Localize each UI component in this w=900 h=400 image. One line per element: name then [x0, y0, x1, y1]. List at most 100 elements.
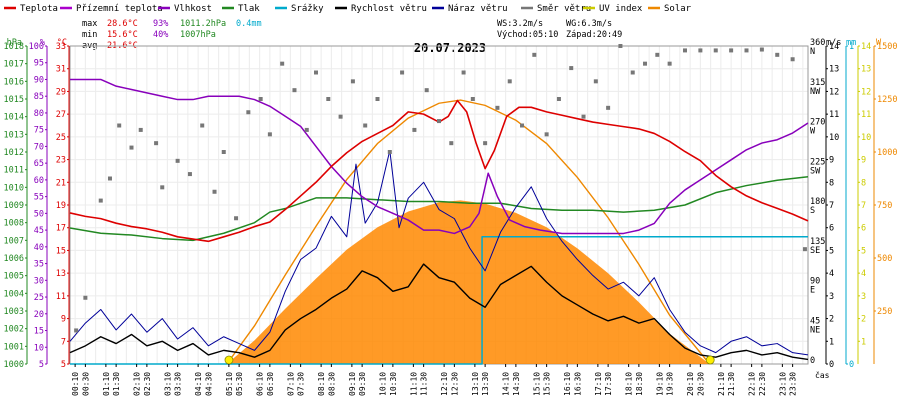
- wind-direction-point: [350, 79, 355, 84]
- tick-label: 15: [34, 327, 44, 337]
- wind-direction-point: [326, 97, 331, 101]
- tick-label: 100: [29, 42, 44, 52]
- tick-label: 5: [39, 360, 44, 370]
- wind-direction-point: [759, 47, 764, 52]
- tick-label: 25: [34, 293, 44, 303]
- wind-direction-point: [412, 127, 417, 132]
- x-tick-label: 15:10: [532, 372, 541, 396]
- x-tick-label: 17:30: [604, 372, 613, 396]
- x-tick-label: 00:10: [71, 372, 80, 396]
- axis-percent-unit: %: [40, 38, 45, 48]
- legend-label: Náraz větru: [448, 4, 508, 14]
- tick-label: N: [810, 47, 815, 57]
- tick-label: S: [810, 206, 815, 216]
- tick-label: SE: [810, 246, 820, 256]
- wind-direction-point: [581, 114, 586, 119]
- tick-label: W: [810, 127, 816, 137]
- tick-label: 65: [34, 159, 44, 169]
- wind-direction-point: [129, 145, 134, 150]
- tick-label: 0: [829, 360, 834, 370]
- x-tick-label: 01:10: [102, 372, 111, 396]
- wind-direction-point: [713, 48, 718, 53]
- tick-label: 4: [829, 269, 834, 279]
- wind-direction-point: [400, 70, 405, 75]
- tick-label: 13: [829, 65, 839, 75]
- legend-label: Rychlost větru: [351, 4, 427, 14]
- wind-direction-point: [138, 127, 143, 132]
- legend: Teplota Přízemní teplota Vlhkost Tlak Srážky…: [4, 4, 692, 14]
- legend-label: Směr větru: [537, 4, 591, 14]
- x-tick-label: 18:30: [635, 372, 644, 396]
- wind-direction-point: [246, 110, 251, 115]
- tick-label: 2: [829, 315, 834, 325]
- wind-direction-point: [258, 97, 263, 101]
- wind-direction-point: [729, 48, 734, 53]
- wind-direction-point: [449, 141, 454, 146]
- axis-celsius-unit: °C: [57, 38, 67, 48]
- tick-label: 9: [61, 315, 66, 325]
- tick-label: 12: [861, 87, 871, 97]
- stat-wind-speed: WS:3.2m/s: [497, 19, 543, 29]
- wind-direction-point: [630, 70, 635, 75]
- tick-label: 5: [829, 246, 834, 256]
- chart-title: 20.07.2023: [414, 41, 486, 55]
- tick-label: 33: [56, 42, 66, 52]
- wind-direction-point: [461, 70, 466, 75]
- tick-label: 1007: [4, 236, 24, 246]
- tick-label: 13: [56, 269, 66, 279]
- x-tick-label: 12:30: [450, 372, 459, 396]
- wind-direction-point: [200, 123, 205, 128]
- series-wind-speed-line: [69, 263, 809, 361]
- x-tick-label: 02:30: [143, 372, 152, 396]
- tick-label: 1000: [4, 360, 24, 370]
- tick-label: 75: [34, 126, 44, 136]
- stat-max-humidity: 93%: [153, 19, 168, 29]
- tick-label: 95: [34, 59, 44, 69]
- tick-label: 1008: [4, 219, 24, 229]
- tick-label: 6: [829, 224, 834, 234]
- legend-label: UV index: [599, 4, 643, 14]
- wind-direction-point: [437, 119, 441, 124]
- x-tick-label: 07:30: [297, 372, 306, 396]
- x-tick-label: 20:30: [696, 372, 705, 396]
- tick-label: 85: [34, 92, 44, 102]
- x-axis: 00:10 00:30 01:10 01:30 02:10 02:30 03:10 03:30…: [71, 364, 798, 396]
- tick-label: 1018: [4, 42, 24, 52]
- x-tick-label: 10:30: [389, 372, 398, 396]
- wind-direction-point: [387, 150, 392, 154]
- wind-direction-point: [643, 61, 648, 66]
- sunrise-marker: [224, 355, 234, 365]
- tick-label: 1010: [4, 183, 24, 193]
- tick-label: SW: [810, 166, 821, 176]
- wind-direction-point: [175, 158, 180, 163]
- tick-label: 11: [829, 110, 839, 120]
- tick-label: 1014: [4, 113, 24, 123]
- tick-label: 27: [56, 110, 66, 120]
- x-tick-label: 04:10: [194, 372, 203, 396]
- x-tick-label: 10:10: [379, 372, 388, 396]
- tick-label: E: [810, 286, 815, 296]
- wind-direction-point: [292, 88, 297, 93]
- wind-direction-point: [280, 61, 285, 66]
- tick-label: 45: [34, 226, 44, 236]
- wind-direction-point: [556, 97, 561, 101]
- tick-label: NE: [810, 325, 820, 335]
- wind-direction-point: [187, 172, 192, 177]
- tick-label: 9: [829, 156, 834, 166]
- stat-max-temp: 28.6°C: [107, 19, 138, 29]
- tick-label: 1: [861, 337, 866, 347]
- axis-ms-unit: m/s: [826, 38, 841, 48]
- wind-direction-point: [314, 70, 318, 75]
- axis-hpa: 1000 1001 1002 1003 1004 1005 1006 1007 1008 1009…: [4, 38, 28, 370]
- tick-label: 7: [861, 201, 866, 211]
- solar-fill: [226, 200, 710, 364]
- sunset-marker: [705, 355, 715, 365]
- tick-label: 0: [810, 356, 815, 366]
- wind-direction-point: [775, 52, 780, 57]
- axes: 1000100110021003100410051006100710081009…: [4, 38, 898, 370]
- wind-direction-point: [267, 132, 272, 137]
- x-tick-label: 15:30: [543, 372, 552, 396]
- stat-min-pressure: 1007hPa: [180, 30, 216, 40]
